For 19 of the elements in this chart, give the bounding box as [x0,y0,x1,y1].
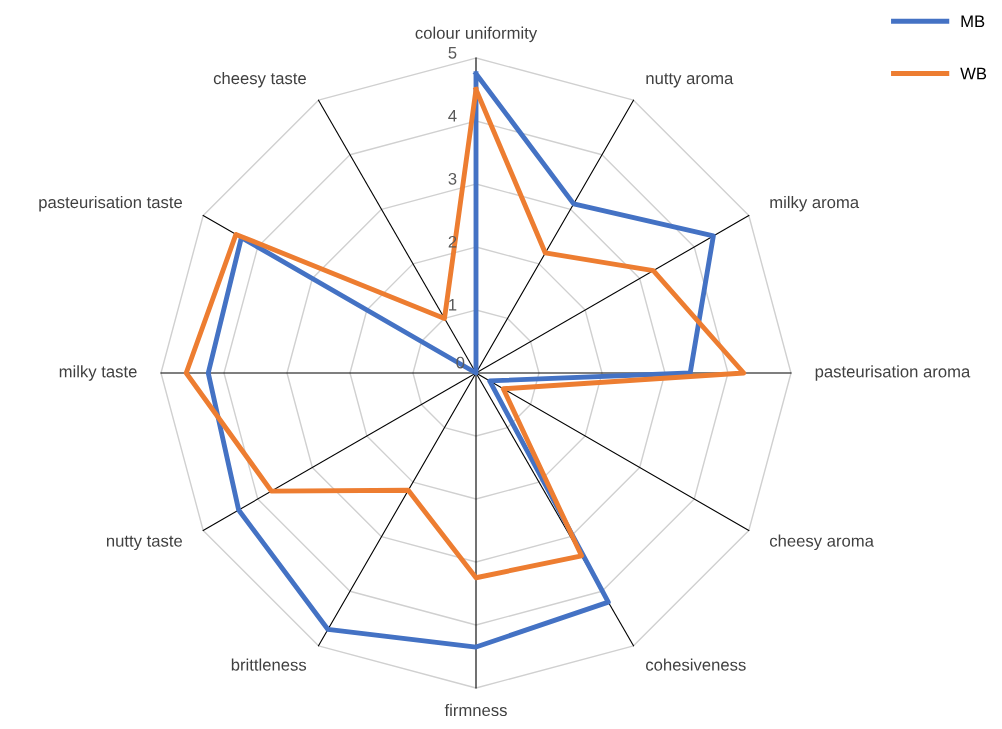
spoke-label: colour uniformity [415,26,538,43]
spoke-label: milky taste [59,365,137,381]
spoke-label: pasteurisation taste [39,195,183,212]
spoke-label: milky aroma [770,195,860,212]
y-tick-label: 3 [448,172,457,185]
legend-label: MB [961,15,985,28]
y-tick-label: 1 [449,299,457,311]
spoke-label: cohesiveness [646,658,746,671]
y-tick-label: 2 [448,235,457,248]
legend-label: WB [960,67,987,80]
spoke-label: cheesy taste [213,71,306,88]
spoke-label: brittleness [231,658,307,671]
spoke-label: cheesy aroma [769,534,874,551]
spoke-label: pasteurisation aroma [815,365,971,381]
y-tick-label: 5 [448,47,457,59]
y-tick-label: 4 [448,110,457,122]
spoke-label: firmness [444,703,507,717]
spoke-label: nutty taste [106,535,183,551]
spoke-label: nutty aroma [646,73,734,88]
